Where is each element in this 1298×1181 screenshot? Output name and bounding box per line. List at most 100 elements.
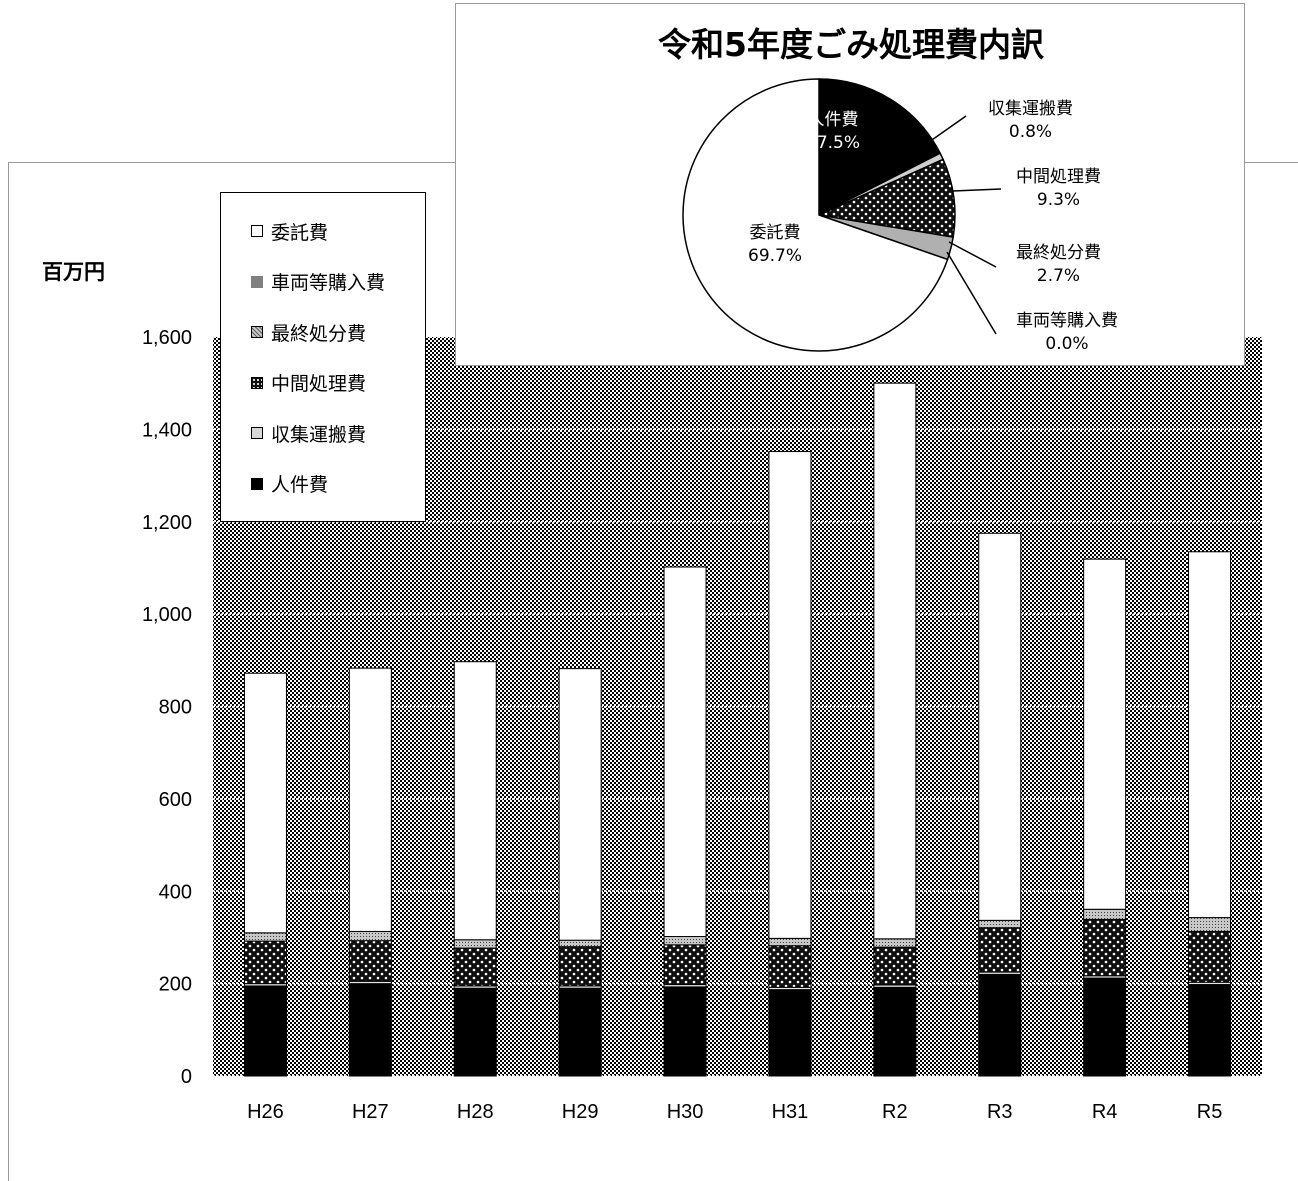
pie-label: 最終処分費 2.7% [1016,242,1101,288]
bar-segment [768,989,812,1077]
x-tick-label: H26 [247,1101,284,1123]
pie-label-value: 0.0% [1045,334,1089,354]
bar-segment [768,945,812,988]
legend-swatch [251,376,263,389]
bar-segment [978,927,1022,973]
x-tick-label: R3 [987,1101,1013,1123]
x-tick-label: R5 [1197,1101,1223,1123]
pie-label-name: 収集運搬費 [988,99,1073,119]
bar-segment [978,532,1022,921]
bar-segment [348,940,392,982]
bar-segment [453,661,497,941]
pie-chart-title: 令和5年度ごみ処理費内訳 [658,25,1044,64]
pie-slice [818,78,942,217]
x-tick-label: H31 [772,1101,809,1123]
pie-label-name: 委託費 [749,223,801,243]
pie-leader-line [948,241,997,268]
bar-segment [978,919,1022,929]
pie-label: 収集運搬費 0.8% [988,98,1073,144]
pie-label-value: 0.8% [1008,122,1053,142]
pie-slice [682,78,949,352]
pie-leader-line [946,251,997,335]
bar-segment [558,668,602,941]
pie-chart [682,78,1002,352]
legend-item: 委託費 [251,219,329,244]
bar-segment [453,939,497,949]
pie-label: 中間処理費 9.3% [1016,166,1101,212]
bar-segment [558,939,602,948]
x-tick-label: H27 [352,1101,389,1123]
legend-label: 車両等購入費 [271,272,386,294]
legend-swatch [251,477,263,490]
pie-label-value: 9.3% [1036,190,1081,210]
y-tick-label: 1,200 [142,512,192,534]
legend-item: 中間処理費 [251,371,366,395]
bar-segment [558,946,602,987]
legend: 委託費車両等購入費 最終処分費中間処理費収集運搬費人件費 [220,192,426,522]
x-tick-label: H29 [562,1101,599,1123]
pie-label-value: 2.7% [1036,266,1081,286]
bar-segment [1083,918,1127,977]
bar-segment [243,985,287,1077]
bar-segment [663,566,707,938]
legend-label: 収集運搬費 [271,423,367,446]
y-tick-label: 600 [159,789,192,811]
pie-slice [816,158,956,238]
x-tick-label: H30 [667,1101,704,1123]
bar-segment [873,946,917,986]
legend-item: 車両等購入費 [251,270,385,294]
bar-segment [1188,917,1232,932]
x-tick-label: R2 [882,1101,908,1123]
pie-label-name: 車両等購入費 [1016,311,1118,331]
pie-label-value: 69.7% [748,246,803,266]
bar-segment [663,944,707,986]
bar-segment [1188,984,1232,1077]
pie-leader-line [952,188,1002,192]
legend-item: 収集運搬費 [251,421,367,446]
y-tick-label: 800 [159,697,192,719]
legend-label: 人件費 [271,474,329,496]
pie-leader-line [928,115,967,143]
bar-segment [663,936,707,946]
bar-segment [348,667,392,932]
y-tick-label: 1,000 [142,604,192,626]
legend-label: 最終処分費 [271,322,367,345]
y-tick-label: 1,600 [142,327,192,349]
bar-segment [1083,908,1127,920]
pie-label-name: 人件費 [807,110,859,130]
y-tick-label: 200 [159,974,192,996]
frame-top-border-right [1245,162,1298,163]
bar-segment [978,973,1022,1077]
bar-segment [663,986,707,1077]
bar-segment [1188,930,1232,983]
bar-segment [1188,551,1232,919]
legend-label: 委託費 [271,221,329,244]
y-tick-label: 1,400 [142,419,192,441]
bar-segment [1083,977,1127,1077]
bar-segment [243,672,287,934]
pie-chart-panel: 令和5年度ごみ処理費内訳 人件費 17.5% 収集運搬費 0.8% 中間処理費 9.3% 最… [455,3,1245,366]
legend-swatch [251,275,263,288]
bar-segment [558,987,602,1077]
frame-left-border [8,162,9,1181]
bar-segment [873,382,917,940]
y-axis-unit-label: 百万円 [42,260,105,284]
legend-swatch [251,326,263,338]
pie-label: 人件費 17.5% [806,109,860,155]
legend-item: 人件費 [251,472,328,496]
bar-segment [453,987,497,1077]
y-tick-label: 400 [159,881,192,903]
bar-segment [1083,558,1127,910]
bar-segment [873,986,917,1077]
frame-top-border-left [8,162,455,163]
pie-label: 委託費 69.7% [748,222,802,268]
bar-segment [768,937,812,947]
pie-label-name: 中間処理費 [1016,167,1101,187]
pie-label-value: 17.5% [806,133,861,153]
pie-label: 車両等購入費 0.0% [1016,310,1118,356]
x-tick-label: R4 [1092,1101,1118,1123]
x-tick-label: H28 [457,1101,494,1123]
legend-item: 最終処分費 [251,320,367,345]
bar-segment [243,932,287,942]
